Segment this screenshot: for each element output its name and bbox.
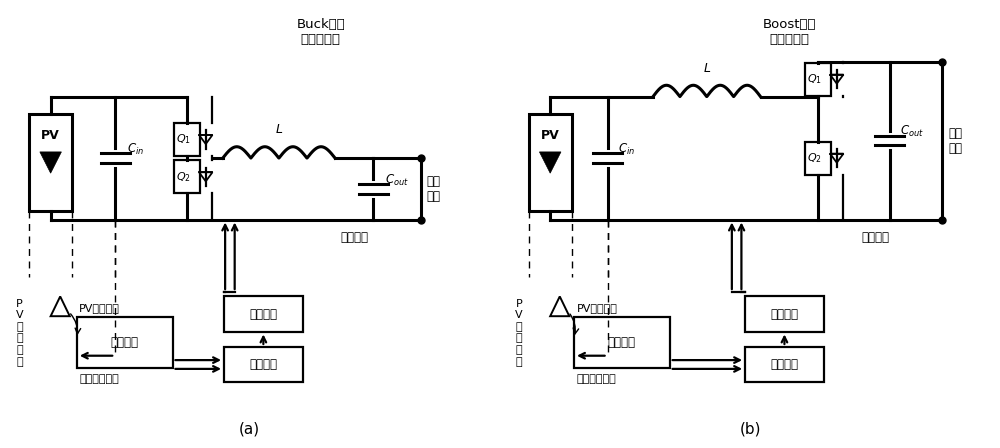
Text: $L$: $L$ [703, 62, 711, 75]
Text: 采样电路: 采样电路 [111, 336, 139, 349]
Text: $Q_2$: $Q_2$ [807, 151, 822, 165]
Text: $C_{out}$: $C_{out}$ [385, 172, 409, 188]
Text: 采样电路: 采样电路 [608, 336, 636, 349]
Text: 功率电路: 功率电路 [340, 231, 368, 244]
Polygon shape [40, 152, 61, 173]
Text: (a): (a) [238, 422, 260, 437]
Text: PV: PV [541, 129, 560, 142]
Text: 驱动电路: 驱动电路 [249, 307, 277, 320]
Text: $C_{out}$: $C_{out}$ [900, 124, 924, 139]
Bar [805, 63, 831, 95]
Bar [574, 317, 670, 368]
Bar [77, 317, 173, 368]
Text: $L$: $L$ [275, 123, 283, 136]
Text: P
V
输
出
电
压: P V 输 出 电 压 [16, 299, 23, 366]
Bar [745, 297, 824, 332]
Text: $Q_1$: $Q_1$ [176, 133, 191, 146]
Text: $C_{in}$: $C_{in}$ [127, 142, 144, 157]
Text: 驱动电路: 驱动电路 [770, 307, 798, 320]
Text: Boost拓扑
光伏优化器: Boost拓扑 光伏优化器 [762, 17, 816, 46]
Text: $C_{in}$: $C_{in}$ [618, 142, 635, 157]
Text: PV: PV [41, 129, 60, 142]
Text: 输出母线电压: 输出母线电压 [576, 375, 616, 384]
Text: $Q_2$: $Q_2$ [176, 170, 191, 184]
Text: P
V
输
出
电
压: P V 输 出 电 压 [515, 299, 523, 366]
Bar [174, 160, 200, 193]
Polygon shape [539, 152, 561, 173]
Text: (b): (b) [740, 422, 762, 437]
Bar [174, 123, 200, 156]
Text: Buck拓扑
光伏优化器: Buck拓扑 光伏优化器 [296, 17, 345, 46]
Bar [805, 142, 831, 175]
Text: 控制电路: 控制电路 [249, 358, 277, 371]
Text: 功率
输出: 功率 输出 [427, 175, 441, 203]
Bar [29, 114, 72, 211]
Text: 功率电路: 功率电路 [861, 231, 889, 244]
Bar [224, 347, 303, 382]
Text: 控制电路: 控制电路 [770, 358, 798, 371]
Bar [529, 114, 572, 211]
Text: PV输出电流: PV输出电流 [576, 303, 617, 313]
Text: $Q_1$: $Q_1$ [807, 72, 822, 86]
Text: 输出母线电压: 输出母线电压 [79, 375, 119, 384]
Text: 功率
输出: 功率 输出 [948, 127, 962, 155]
Bar [745, 347, 824, 382]
Text: PV输出电流: PV输出电流 [79, 303, 120, 313]
Bar [224, 297, 303, 332]
